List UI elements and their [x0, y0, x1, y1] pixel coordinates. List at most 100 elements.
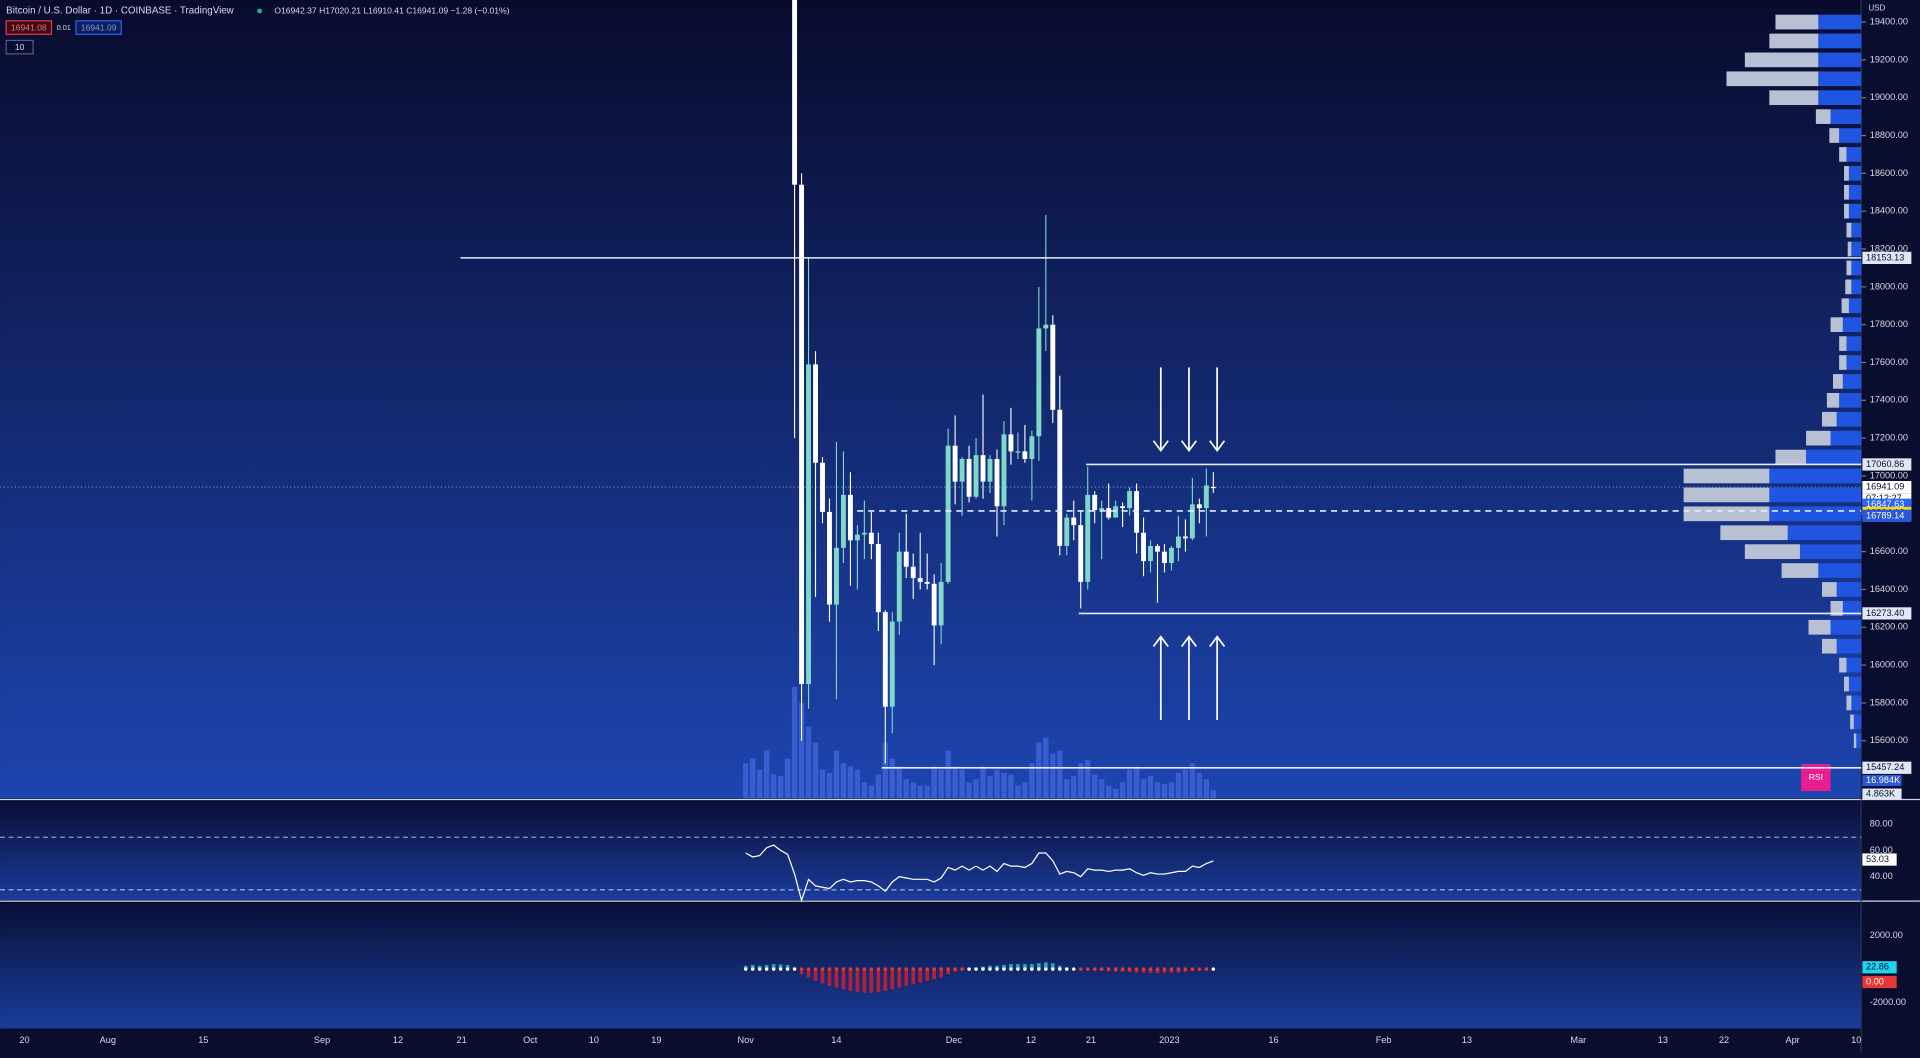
macd-dot	[1093, 967, 1096, 970]
macd-dot	[1037, 967, 1040, 970]
profile-up	[1831, 109, 1862, 124]
volume-bar	[1015, 786, 1020, 799]
profile-up	[1818, 90, 1861, 105]
time-label: 19	[651, 1035, 661, 1045]
profile-down	[1842, 298, 1849, 313]
macd-dot	[1030, 967, 1033, 970]
candle-body	[1113, 506, 1118, 517]
profile-up	[1839, 128, 1861, 143]
macd-dot	[1184, 967, 1187, 970]
level-tag-label: 16273.40	[1866, 608, 1904, 618]
macd-dot	[1212, 967, 1215, 970]
candle-body	[946, 446, 951, 582]
candle-body	[960, 459, 965, 482]
candle-body	[939, 582, 944, 626]
price-tick-label: 18000.00	[1870, 281, 1908, 291]
macd-dot	[1128, 967, 1131, 970]
candle-body	[1029, 436, 1034, 459]
macd-dot	[1023, 967, 1026, 970]
profile-down	[1844, 185, 1849, 200]
macd-dot	[1114, 967, 1117, 970]
volume-bar	[1085, 760, 1090, 798]
volume-bar	[1141, 779, 1146, 798]
macd-dot	[821, 967, 824, 970]
time-label: Sep	[314, 1035, 330, 1045]
volume-bar	[862, 782, 867, 798]
macd-dot	[1044, 967, 1047, 970]
candle-body	[813, 364, 818, 462]
candle-body	[932, 584, 937, 626]
price-tick-label: 19000.00	[1870, 92, 1908, 102]
candle-body	[1141, 533, 1146, 561]
volume-bar	[959, 770, 964, 799]
macd-dot	[758, 967, 761, 970]
macd-dot	[849, 967, 852, 970]
macd-dot	[1163, 967, 1166, 970]
profile-down	[1775, 15, 1818, 30]
price-tick-label: 17000.00	[1870, 470, 1908, 480]
volume-bar	[1099, 779, 1104, 798]
macd-bar	[904, 969, 908, 986]
price-tick-label: 16600.00	[1870, 546, 1908, 556]
profile-down	[1854, 733, 1856, 748]
time-label: 2023	[1159, 1035, 1179, 1045]
macd-dot	[1051, 967, 1054, 970]
macd-bar	[918, 969, 922, 982]
macd-dot	[1142, 967, 1145, 970]
time-label: Feb	[1376, 1035, 1392, 1045]
profile-up	[1851, 242, 1861, 257]
volume-bar	[1113, 789, 1118, 799]
profile-up	[1831, 620, 1862, 635]
volume-bar	[827, 773, 832, 798]
macd-dot	[877, 967, 880, 970]
profile-up	[1843, 317, 1861, 332]
bid[interactable]: 16941.08	[11, 22, 47, 32]
macd-dot	[1177, 967, 1180, 970]
profile-down	[1822, 639, 1837, 654]
macd-bar	[835, 969, 839, 988]
volume-tag-label: 16.984K	[1866, 775, 1901, 785]
time-label: Oct	[523, 1035, 538, 1045]
volume-bar	[841, 763, 846, 798]
volume-bar	[848, 766, 853, 798]
macd-bar	[828, 969, 832, 986]
candle-body	[1022, 451, 1027, 459]
rsi-badge-label[interactable]: RSI	[1809, 772, 1823, 782]
ask[interactable]: 16941.09	[81, 22, 117, 32]
candle-body	[981, 455, 986, 481]
macd-dot	[1191, 967, 1194, 970]
candle-body	[1134, 491, 1139, 533]
macd-dot	[932, 967, 935, 970]
price-tag-label: 16789.14	[1866, 510, 1904, 520]
volume-bar	[1183, 770, 1188, 799]
profile-up	[1837, 412, 1861, 427]
indicators-count[interactable]: 10	[15, 42, 25, 52]
volume-bar	[1022, 782, 1027, 798]
macd-dot	[981, 967, 984, 970]
volume-bar	[1211, 790, 1216, 798]
volume-bar	[1106, 786, 1111, 799]
macd-dot	[1198, 967, 1201, 970]
volume-bar	[1169, 782, 1174, 798]
candle-body	[806, 364, 811, 684]
macd-dot	[960, 967, 963, 970]
candle-body	[827, 512, 832, 605]
volume-bar	[1008, 774, 1013, 798]
profile-up	[1800, 544, 1861, 559]
rsi-current: 53.03	[1866, 854, 1889, 864]
macd-tick-label: -2000.00	[1870, 997, 1906, 1007]
profile-down	[1845, 279, 1851, 294]
profile-up	[1846, 355, 1861, 370]
volume-bar	[1176, 773, 1181, 798]
volume-bar	[1036, 743, 1041, 799]
volume-bar	[987, 776, 992, 798]
candle-body	[974, 455, 979, 497]
profile-up	[1818, 563, 1861, 578]
spread: 0.01	[57, 23, 71, 32]
profile-down	[1822, 412, 1837, 427]
volume-bar	[911, 782, 916, 798]
macd-dot	[1072, 967, 1075, 970]
time-label: 16	[1268, 1035, 1278, 1045]
rsi-tick-label: 80.00	[1870, 818, 1893, 828]
macd-bar	[863, 969, 867, 993]
